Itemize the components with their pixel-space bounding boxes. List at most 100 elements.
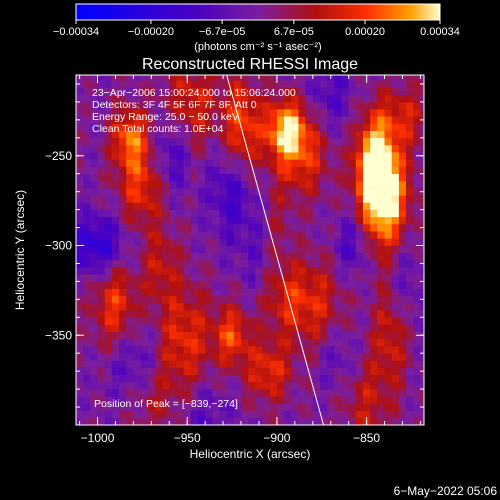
heatmap-cell	[420, 353, 424, 361]
heatmap-cell	[305, 109, 314, 117]
heatmap-cell	[312, 223, 321, 232]
heatmap-cell	[255, 295, 263, 304]
heatmap-cell	[183, 152, 192, 160]
heatmap-cell	[363, 202, 371, 210]
heatmap-cell	[255, 410, 263, 419]
heatmap-cell	[83, 381, 91, 390]
heatmap-cell	[384, 209, 393, 218]
heatmap-cell	[327, 123, 335, 131]
heatmap-cell	[327, 87, 335, 96]
heatmap-cell	[126, 130, 134, 139]
heatmap-cell	[241, 274, 249, 282]
heatmap-cell	[327, 101, 335, 110]
heatmap-cell	[406, 403, 414, 411]
heatmap-cell	[162, 360, 170, 368]
heatmap-cell	[76, 123, 84, 131]
heatmap-cell	[370, 338, 378, 347]
heatmap-cell	[341, 130, 349, 139]
heatmap-cell	[269, 274, 278, 282]
heatmap-cell	[76, 209, 84, 218]
heatmap-cell	[269, 374, 278, 383]
heatmap-cell	[205, 216, 213, 225]
heatmap-cell	[355, 202, 364, 210]
heatmap-cell	[327, 324, 335, 332]
heatmap-cell	[284, 94, 292, 103]
heatmap-cell	[312, 209, 321, 218]
heatmap-cell	[169, 324, 177, 332]
heatmap-cell	[355, 116, 364, 124]
heatmap-cell	[76, 109, 84, 117]
heatmap-cell	[147, 302, 156, 311]
heatmap-cell	[83, 274, 91, 282]
heatmap-cell	[377, 101, 385, 110]
heatmap-cell	[197, 353, 206, 361]
heatmap-cell	[370, 403, 378, 411]
heatmap-cell	[377, 173, 385, 182]
heatmap-cell	[176, 410, 184, 419]
heatmap-cell	[284, 202, 292, 210]
heatmap-cell	[348, 166, 357, 175]
heatmap-cell	[284, 152, 292, 160]
heatmap-cell	[76, 202, 84, 210]
heatmap-cell	[190, 360, 199, 368]
colorbar-units-label: (photons cm⁻² s⁻¹ asec⁻²)	[194, 41, 321, 53]
heatmap-cell	[133, 231, 141, 239]
heatmap-cell	[212, 381, 220, 390]
heatmap-cell	[327, 80, 335, 88]
heatmap-cell	[183, 331, 192, 340]
heatmap-cell	[241, 295, 249, 304]
heatmap-cell	[147, 159, 156, 167]
heatmap-cell	[190, 123, 199, 131]
heatmap-cell	[355, 274, 364, 282]
heatmap-cell	[119, 353, 127, 361]
heatmap-cell	[176, 166, 184, 175]
heatmap-cell	[406, 116, 414, 124]
heatmap-cell	[269, 173, 278, 182]
heatmap-cell	[291, 87, 299, 96]
heatmap-cell	[370, 145, 378, 153]
heatmap-cell	[241, 238, 249, 246]
heatmap-cell	[111, 209, 120, 218]
heatmap-cell	[298, 87, 306, 96]
heatmap-cell	[212, 87, 220, 96]
heatmap-cell	[83, 130, 91, 139]
heatmap-cell	[276, 310, 285, 318]
heatmap-cell	[190, 145, 199, 153]
heatmap-cell	[162, 295, 170, 304]
heatmap-cell	[76, 238, 84, 246]
heatmap-cell	[391, 288, 400, 297]
heatmap-cell	[348, 87, 357, 96]
heatmap-cell	[284, 324, 292, 332]
heatmap-cell	[176, 209, 184, 218]
heatmap-cell	[133, 223, 141, 232]
heatmap-cell	[111, 331, 120, 340]
heatmap-cell	[269, 381, 278, 390]
heatmap-cell	[176, 152, 184, 160]
heatmap-cell	[334, 238, 342, 246]
heatmap-cell	[348, 223, 357, 232]
heatmap-cell	[126, 331, 134, 340]
heatmap-cell	[133, 374, 141, 383]
heatmap-cell	[140, 152, 149, 160]
heatmap-cell	[169, 288, 177, 297]
heatmap-cell	[226, 80, 235, 88]
heatmap-cell	[319, 410, 328, 419]
heatmap-cell	[276, 94, 285, 103]
heatmap-cell	[119, 180, 127, 189]
heatmap-cell	[398, 367, 407, 376]
heatmap-cell	[305, 417, 314, 425]
heatmap-cell	[176, 310, 184, 318]
heatmap-cell	[298, 159, 306, 167]
heatmap-cell	[111, 310, 120, 318]
heatmap-cell	[76, 159, 84, 167]
heatmap-cell	[312, 80, 321, 88]
heatmap-cell	[176, 302, 184, 311]
heatmap-cell	[377, 145, 385, 153]
heatmap-cell	[162, 137, 170, 146]
heatmap-cell	[212, 137, 220, 146]
heatmap-cell	[133, 101, 141, 110]
heatmap-cell	[104, 109, 113, 117]
heatmap-cell	[119, 109, 127, 117]
heatmap-cell	[312, 310, 321, 318]
